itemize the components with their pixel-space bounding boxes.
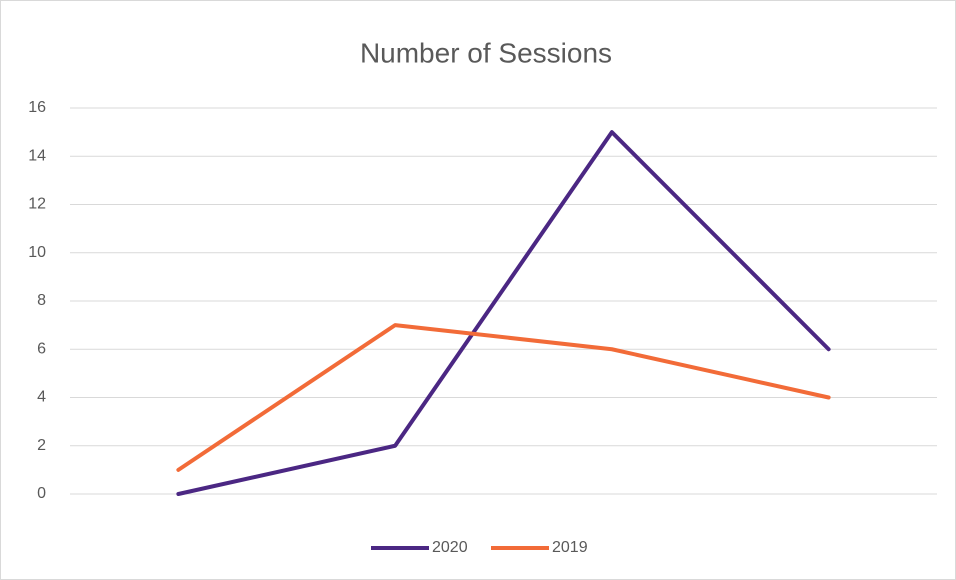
y-tick-label: 8	[37, 292, 46, 309]
y-tick-label: 2	[37, 437, 46, 454]
y-tick-label: 10	[28, 244, 46, 261]
y-tick-label: 6	[37, 340, 46, 357]
line-series	[176, 323, 831, 472]
legend-label: 2020	[432, 539, 468, 556]
legend-label: 2019	[552, 539, 588, 556]
y-tick-label: 14	[28, 147, 46, 164]
y-tick-label: 0	[37, 485, 46, 502]
line-series	[176, 130, 831, 496]
y-tick-label: 12	[28, 196, 46, 213]
y-tick-label: 16	[28, 99, 46, 116]
y-tick-label: 4	[37, 389, 46, 406]
chart-title: Number of Sessions	[360, 37, 612, 68]
